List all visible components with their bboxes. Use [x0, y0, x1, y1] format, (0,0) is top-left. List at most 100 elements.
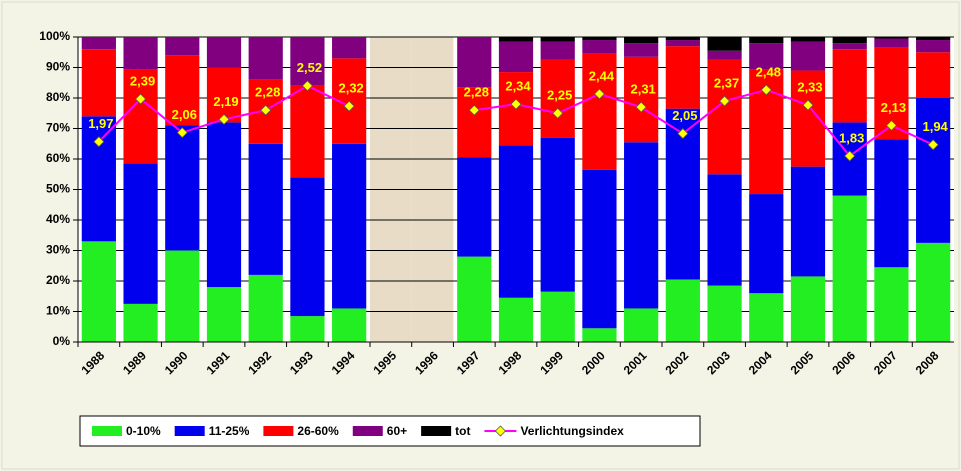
bar-segment: [665, 40, 700, 47]
index-marker: [218, 113, 230, 125]
bar-segment: [248, 143, 283, 275]
bar-segment: [206, 67, 242, 123]
y-tick-label: 30%: [46, 243, 70, 257]
index-marker: [635, 101, 647, 113]
legend-label: 26-60%: [297, 424, 339, 438]
index-marker: [510, 98, 522, 110]
bar-segment: [290, 37, 325, 86]
bar-segment: [332, 308, 367, 342]
bar-segment: [874, 139, 909, 268]
data-label: 2,52: [297, 60, 322, 75]
data-label: 2,33: [797, 80, 822, 95]
bar-segment: [457, 87, 492, 158]
bar-segment: [123, 303, 158, 342]
bar-segment: [790, 37, 826, 42]
index-marker: [927, 139, 939, 151]
bar-segment: [707, 37, 742, 51]
line-layer: 1,97 2,39 2,06 2,19 2,28 2,52 2,32 2,28 2,34 2,25…: [88, 60, 949, 162]
bar-segment: [832, 195, 867, 342]
bar-segment: [206, 287, 242, 342]
bar-segment: [498, 297, 534, 342]
bar-segment: [749, 194, 784, 294]
bar-segment: [832, 43, 867, 50]
y-tick-label: 90%: [46, 60, 70, 74]
bar-segment: [707, 285, 742, 342]
index-marker: [343, 100, 355, 112]
bar-segment: [916, 37, 951, 41]
legend-label: 60+: [387, 424, 407, 438]
data-label: 2,44: [589, 68, 615, 83]
bar-segment: [123, 163, 158, 304]
data-label: 1,97: [88, 116, 113, 131]
bar-segment: [916, 242, 951, 342]
index-marker: [468, 104, 480, 116]
bar-segment: [457, 157, 492, 257]
bar-segment: [790, 166, 826, 277]
bar-segment: [624, 56, 659, 143]
legend-label: 11-25%: [209, 424, 250, 438]
bar-segment: [123, 37, 158, 70]
bar-segment: [624, 142, 659, 309]
index-marker: [844, 150, 856, 162]
legend-label: tot: [455, 424, 470, 438]
bar-segment: [707, 174, 742, 286]
bar-segment: [290, 177, 325, 317]
bar-segment: [832, 49, 867, 123]
bar-segment: [874, 37, 909, 39]
bar-segment: [665, 279, 700, 342]
bar-segment: [81, 49, 116, 117]
index-marker: [677, 128, 689, 140]
legend-swatch: [174, 426, 205, 436]
data-label: 2,37: [714, 75, 739, 90]
data-label: 2,48: [756, 64, 781, 79]
data-label: 2,05: [672, 108, 697, 123]
bar-segment: [81, 241, 116, 342]
bar-segment: [290, 316, 325, 342]
legend-label: 0-10%: [126, 424, 161, 438]
data-label: 1,94: [922, 119, 948, 134]
bar-segment: [749, 43, 784, 70]
y-tick-label: 10%: [46, 304, 70, 318]
bar-segment: [707, 50, 742, 60]
index-marker: [260, 104, 272, 116]
y-tick-label: 80%: [46, 90, 70, 104]
bar-segment: [540, 41, 575, 60]
bar-segment: [457, 256, 492, 342]
bar-segment: [165, 125, 200, 251]
bar-segment: [582, 37, 617, 41]
bar-segment: [165, 55, 200, 126]
bar-segment: [749, 37, 784, 44]
y-tick-label: 40%: [46, 212, 70, 226]
bar-segment: [332, 143, 367, 309]
bar-segment: [582, 328, 617, 342]
bar-segment: [582, 53, 617, 170]
legend-swatch: [92, 426, 122, 436]
index-marker: [885, 119, 897, 132]
bar-segment: [540, 137, 575, 292]
data-label: 2,28: [464, 85, 489, 100]
bar-segment: [665, 46, 700, 109]
bar-segment: [665, 37, 700, 41]
bar-segment: [624, 43, 659, 57]
bar-segment: [248, 274, 283, 342]
y-tick-label: 100%: [39, 29, 70, 43]
bar-segment: [707, 59, 742, 175]
index-marker: [176, 127, 188, 139]
bar-segment: [874, 267, 909, 342]
y-tick-label: 0%: [53, 334, 71, 348]
index-marker: [301, 80, 313, 92]
y-tick-label: 60%: [46, 151, 70, 165]
bar-segment: [498, 145, 534, 298]
index-marker: [135, 93, 147, 105]
bar-segment: [582, 169, 617, 329]
data-label: 2,34: [505, 79, 531, 94]
bar-segment: [540, 37, 575, 42]
data-label: 1,83: [839, 130, 864, 145]
data-label: 2,31: [630, 82, 655, 97]
bar-segment: [206, 122, 242, 288]
y-tick-label: 50%: [46, 182, 70, 196]
data-label: 2,28: [255, 85, 280, 100]
index-marker: [802, 99, 814, 111]
bar-segment: [248, 37, 283, 80]
